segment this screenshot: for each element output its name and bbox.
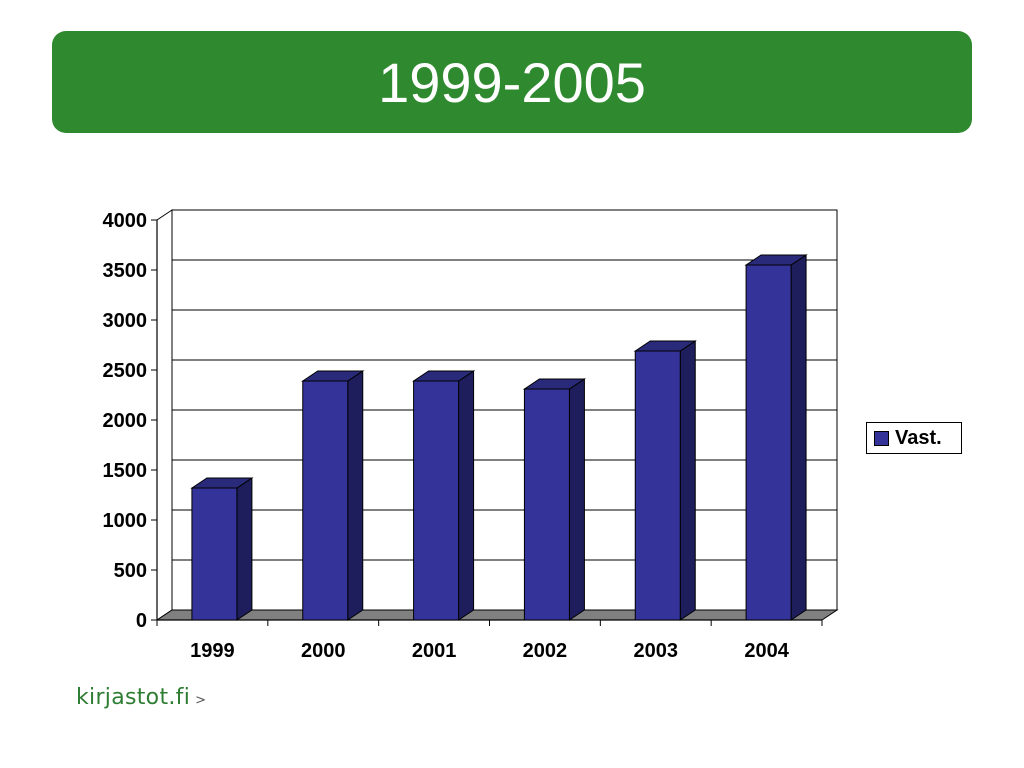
y-tick-label: 2500 — [103, 360, 148, 382]
bar — [523, 388, 570, 621]
bar-side — [236, 477, 253, 621]
y-tick-label: 1000 — [103, 510, 148, 532]
x-tick-label: 1999 — [190, 640, 235, 662]
chart-legend: Vast. — [866, 422, 962, 454]
kirjastot-logo[interactable]: kirjastot.fi > — [76, 685, 206, 710]
bar-side — [568, 378, 585, 621]
x-tick-label: 2004 — [744, 640, 789, 662]
y-tick-label: 1500 — [103, 460, 148, 482]
bar-side — [790, 254, 807, 621]
y-tick-label: 3000 — [103, 310, 148, 332]
plot-floor — [155, 609, 839, 621]
y-tick-label: 2000 — [103, 410, 148, 432]
plot-side-wall — [156, 209, 173, 621]
x-tick-label: 2000 — [301, 640, 346, 662]
bar — [302, 380, 349, 621]
y-tick-label: 3500 — [103, 260, 148, 282]
bar — [745, 264, 792, 621]
y-tick-label: 0 — [136, 610, 147, 632]
x-tick-label: 2003 — [634, 640, 679, 662]
logo-text: kirjastot.fi — [76, 685, 191, 710]
bar-side — [679, 340, 696, 621]
title-banner: 1999-2005 — [52, 31, 972, 133]
x-tick-label: 2002 — [523, 640, 568, 662]
legend-label: Vast. — [895, 426, 942, 449]
bar — [413, 380, 460, 621]
y-tick-label: 500 — [114, 560, 147, 582]
legend-swatch — [874, 430, 889, 446]
slide-title: 1999-2005 — [378, 50, 646, 114]
bar — [191, 487, 238, 621]
bar-side — [347, 370, 364, 621]
x-tick-label: 2001 — [412, 640, 457, 662]
bar-side — [458, 370, 475, 621]
bar — [634, 350, 681, 621]
arrow-icon: > — [195, 693, 207, 708]
y-tick-label: 4000 — [103, 210, 148, 232]
